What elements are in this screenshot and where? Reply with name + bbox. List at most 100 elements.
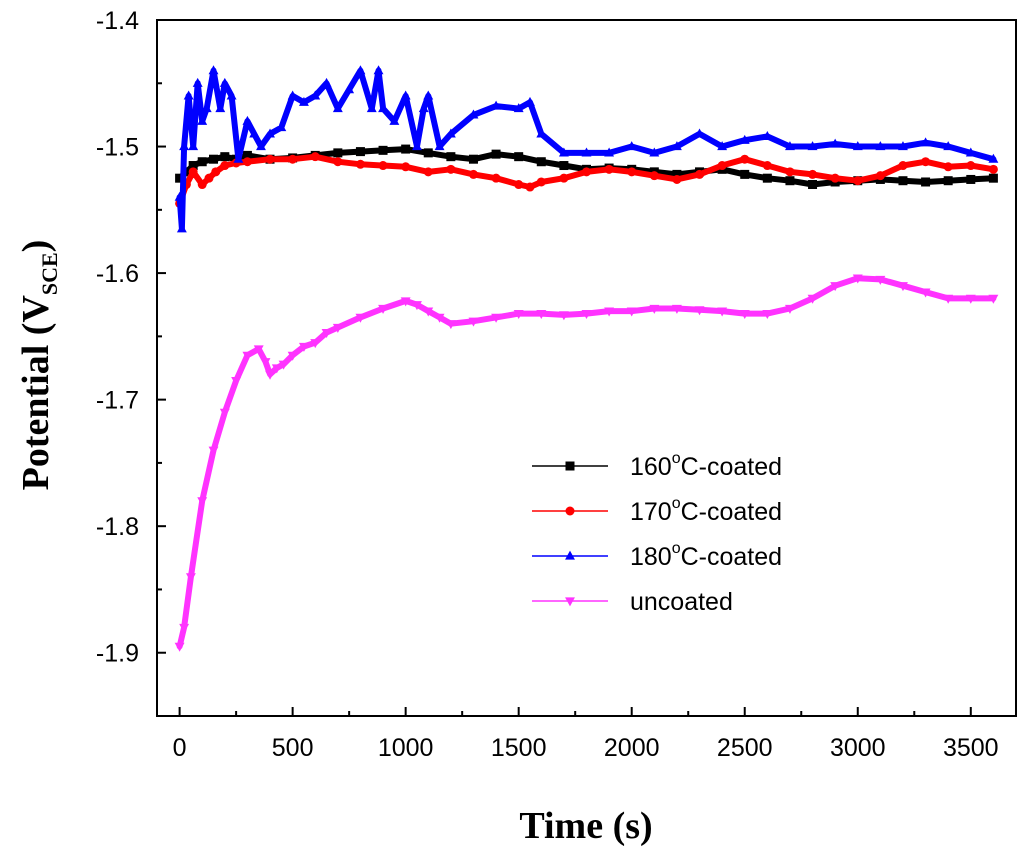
data-point [434,141,445,151]
data-point [310,339,321,349]
x-tick-label: 1000 [378,734,434,762]
data-point [174,191,185,201]
data-point [185,573,196,583]
data-point [604,147,615,157]
data-point [265,128,275,138]
legend-item: 180oC-coated [532,540,782,571]
data-point [852,274,863,284]
data-point [253,345,264,355]
legend: 160oC-coated 170oC-coated 180oC-coated unco… [532,450,782,616]
y-axis-title-subscript: SCE [37,252,62,295]
data-point [966,174,976,184]
data-point [468,317,479,327]
data-point [183,90,194,100]
legend-marker [565,550,575,560]
data-point [434,313,445,323]
data-point [366,103,377,113]
legend-item: 160oC-coated [532,450,782,481]
data-point [581,309,592,319]
data-point [491,313,502,323]
data-point [220,152,230,162]
data-point [242,115,253,125]
data-point [536,128,547,138]
data-point [310,152,320,162]
data-point [898,161,908,171]
data-point [559,173,569,183]
legend-label: 180oC-coated [630,540,782,571]
x-tick-label: 0 [173,734,187,762]
data-point [558,147,569,157]
legend-marker [565,597,575,607]
data-point [988,153,999,163]
data-point [988,164,998,174]
data-point [875,171,885,181]
data-point [785,167,795,177]
y-tick-label: -1.4 [96,7,139,35]
data-point [852,141,863,151]
data-point [898,282,908,292]
data-point [242,157,252,167]
data-point [830,138,841,148]
x-axis-title: Time (s) [519,805,652,847]
data-point [256,141,266,151]
data-point [446,152,456,162]
data-point [536,177,546,187]
data-point [943,294,954,304]
legend-marker [565,461,575,471]
data-point [525,182,535,192]
data-point [233,153,244,163]
data-point [604,307,615,317]
y-tick-label: -1.6 [96,260,139,288]
data-point [355,147,365,157]
data-point [762,131,773,141]
data-point [423,148,433,158]
data-point [672,174,682,184]
data-point [400,90,411,100]
data-point [242,150,252,160]
data-point [853,176,863,186]
data-point [197,180,207,190]
data-point [943,176,953,186]
data-point [298,342,309,352]
data-point [378,304,389,314]
data-point [176,223,187,233]
data-point [179,623,190,633]
data-point [582,167,591,177]
x-tick-label: 3500 [943,734,999,762]
data-point [201,103,212,113]
data-point [188,141,199,151]
data-point [921,177,931,187]
data-point [468,154,478,164]
data-point [672,169,682,179]
y-tick-label: -1.8 [96,513,139,541]
data-point [204,173,214,183]
data-point [412,301,422,311]
data-point [174,642,185,652]
legend-item: uncoated [532,588,733,616]
data-point [875,141,886,151]
data-point [898,141,908,151]
data-point [920,288,931,298]
data-point [559,161,569,171]
data-point [219,77,230,87]
data-point [830,282,841,292]
y-axis-title-close: ) [15,240,57,253]
y-axis-title: Potential (VSCE) [15,240,62,491]
data-point [807,294,818,304]
data-point [717,161,727,171]
data-point [626,307,637,317]
series-line [176,275,997,650]
data-point [830,173,840,183]
data-point [333,148,343,158]
data-point [373,65,384,75]
data-point [226,90,237,100]
data-point [400,297,411,307]
data-point [965,294,976,304]
data-point [513,103,524,113]
data-point [784,141,795,151]
data-point [468,169,478,179]
legend-label: 170oC-coated [630,495,782,526]
data-point [525,96,535,106]
data-point [401,162,411,172]
data-point [468,109,479,119]
